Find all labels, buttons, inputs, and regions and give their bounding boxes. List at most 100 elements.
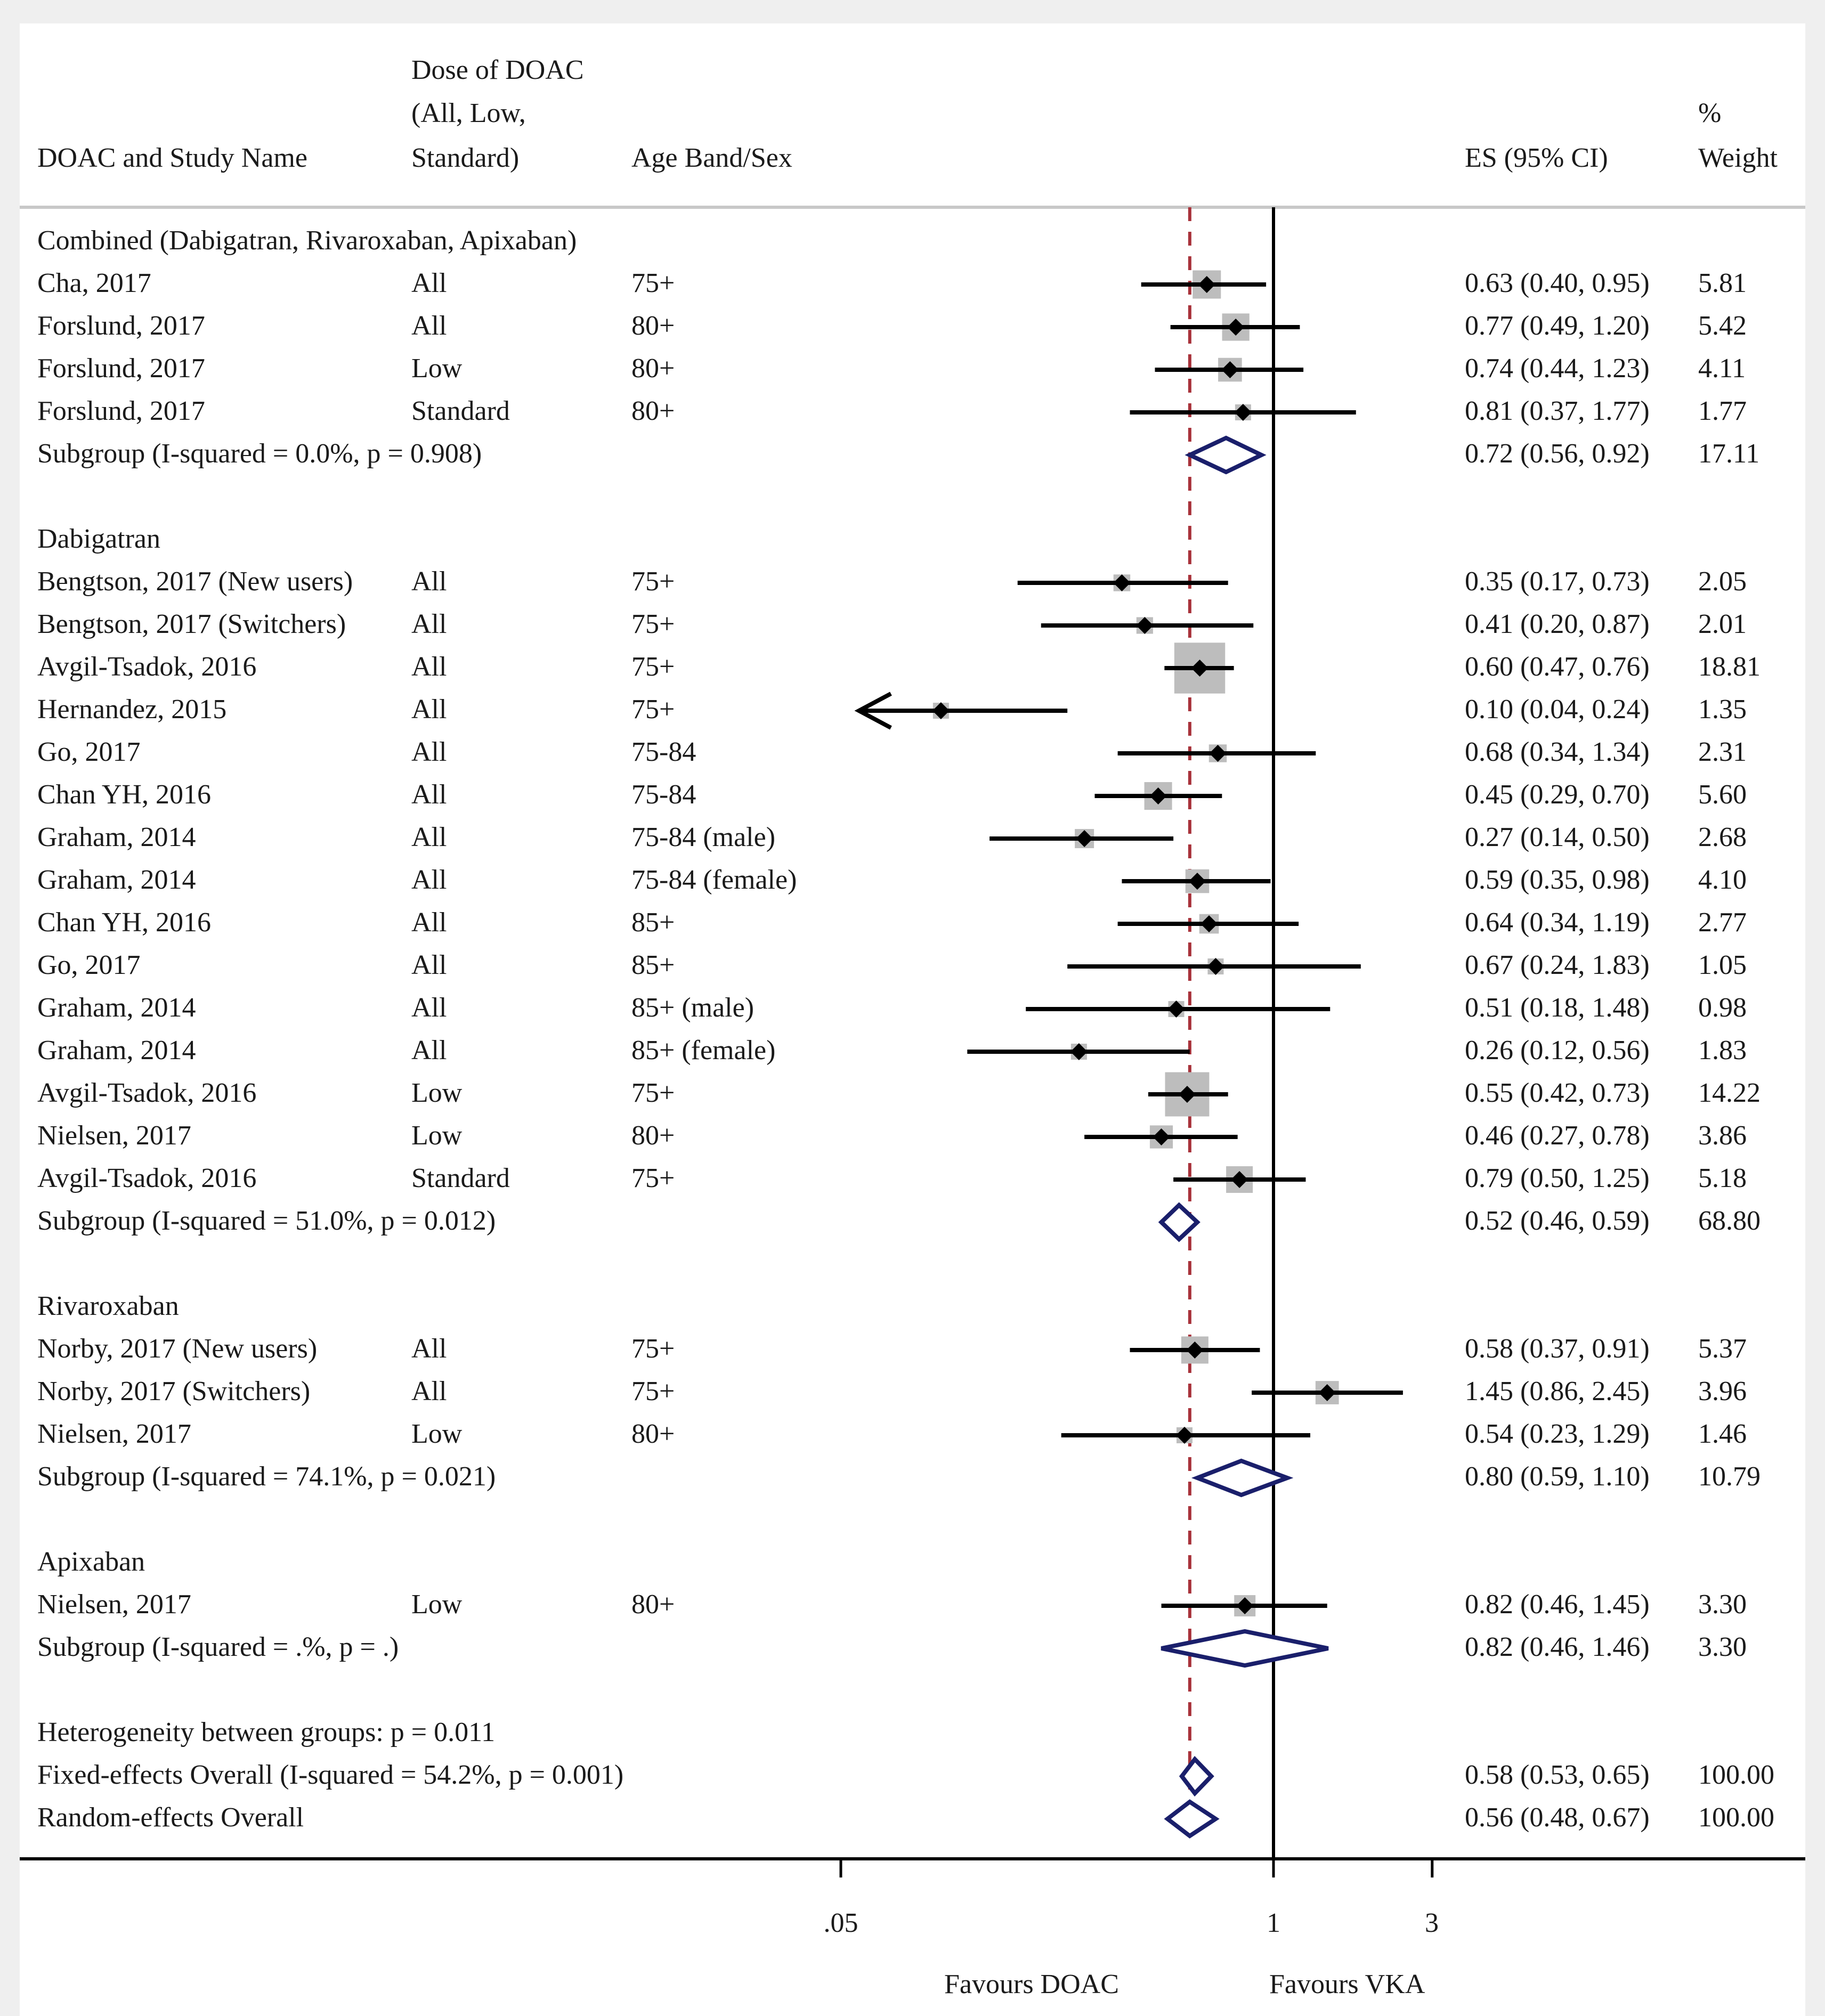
es-ci-value: 0.68 (0.34, 1.34) (1465, 737, 1650, 767)
study-dose: All (411, 694, 447, 725)
overall-label: Random-effects Overall (37, 1802, 304, 1833)
study-dose: All (411, 737, 447, 767)
es-ci-value: 0.56 (0.48, 0.67) (1465, 1802, 1650, 1833)
study-dose: All (411, 950, 447, 980)
x-tick-label-1: 1 (1267, 1908, 1280, 1938)
study-dose: All (411, 1035, 447, 1066)
subgroup-diamond (1191, 1458, 1294, 1498)
weight-value: 1.83 (1698, 1035, 1747, 1066)
point-estimate (1221, 361, 1239, 378)
study-dose: All (411, 1334, 447, 1364)
weight-value: 5.60 (1698, 779, 1747, 810)
subgroup-diamond (1158, 1202, 1201, 1242)
study-name: Chan YH, 2016 (37, 907, 211, 938)
study-age-band: 75-84 (631, 737, 696, 767)
weight-value: 3.30 (1698, 1589, 1747, 1620)
subgroup-label: Subgroup (I-squared = 0.0%, p = 0.908) (37, 438, 482, 469)
weight-value: 4.11 (1698, 353, 1746, 384)
study-dose: Low (411, 1589, 463, 1620)
header-dose-line1: Dose of DOAC (411, 55, 584, 85)
study-age-band: 75+ (631, 1334, 675, 1364)
ci-truncation-arrow (854, 692, 892, 730)
study-name: Bengtson, 2017 (New users) (37, 566, 353, 597)
study-name: Forslund, 2017 (37, 396, 205, 426)
study-age-band: 85+ (631, 907, 675, 938)
study-name: Avgil-Tsadok, 2016 (37, 652, 257, 682)
study-dose: All (411, 652, 447, 682)
weight-value: 2.01 (1698, 609, 1747, 639)
es-ci-value: 0.27 (0.14, 0.50) (1465, 822, 1650, 852)
study-name: Go, 2017 (37, 950, 141, 980)
study-age-band: 75+ (631, 1078, 675, 1108)
study-name: Chan YH, 2016 (37, 779, 211, 810)
weight-value: 4.10 (1698, 865, 1747, 895)
header-dose-line2: (All, Low, (411, 98, 526, 128)
point-estimate (1198, 276, 1215, 293)
es-ci-value: 0.80 (0.59, 1.10) (1465, 1461, 1650, 1492)
point-estimate (1149, 787, 1167, 804)
point-estimate (1178, 1086, 1196, 1103)
study-age-band: 80+ (631, 311, 675, 341)
favours-doac-label: Favours DOAC (944, 1969, 1119, 1999)
study-dose: All (411, 907, 447, 938)
es-ci-value: 0.74 (0.44, 1.23) (1465, 353, 1650, 384)
header-study: DOAC and Study Name (37, 143, 307, 173)
study-dose: All (411, 566, 447, 597)
weight-value: 2.31 (1698, 737, 1747, 767)
group-heading: Rivaroxaban (37, 1291, 179, 1321)
es-ci-value: 0.72 (0.56, 0.92) (1465, 438, 1650, 469)
study-age-band: 75-84 (631, 779, 696, 810)
study-name: Graham, 2014 (37, 1035, 196, 1066)
es-ci-value: 0.51 (0.18, 1.48) (1465, 993, 1650, 1023)
es-ci-value: 0.82 (0.46, 1.46) (1465, 1632, 1650, 1662)
es-ci-value: 0.63 (0.40, 0.95) (1465, 268, 1650, 298)
point-estimate (1188, 873, 1206, 890)
study-dose: All (411, 779, 447, 810)
study-name: Hernandez, 2015 (37, 694, 227, 725)
es-ci-value: 0.58 (0.53, 0.65) (1465, 1760, 1650, 1790)
study-name: Norby, 2017 (Switchers) (37, 1376, 311, 1407)
study-age-band: 75+ (631, 268, 675, 298)
study-name: Norby, 2017 (New users) (37, 1334, 318, 1364)
es-ci-value: 1.45 (0.86, 2.45) (1465, 1376, 1650, 1407)
es-ci-value: 0.59 (0.35, 0.98) (1465, 865, 1650, 895)
weight-value: 5.42 (1698, 311, 1747, 341)
study-dose: All (411, 1376, 447, 1407)
weight-value: 1.77 (1698, 396, 1747, 426)
es-ci-value: 0.55 (0.42, 0.73) (1465, 1078, 1650, 1108)
study-dose: Low (411, 1120, 463, 1151)
overall-diamond (1179, 1755, 1214, 1797)
point-estimate (1076, 830, 1093, 847)
study-dose: All (411, 268, 447, 298)
es-ci-value: 0.58 (0.37, 0.91) (1465, 1334, 1650, 1364)
study-name: Avgil-Tsadok, 2016 (37, 1163, 257, 1193)
header-es: ES (95% CI) (1465, 143, 1608, 173)
weight-value: 1.46 (1698, 1419, 1747, 1449)
es-ci-value: 0.41 (0.20, 0.87) (1465, 609, 1650, 639)
point-estimate (1186, 1342, 1204, 1359)
es-ci-value: 0.10 (0.04, 0.24) (1465, 694, 1650, 725)
point-estimate (1201, 915, 1218, 932)
study-dose: Standard (411, 1163, 510, 1193)
study-name: Graham, 2014 (37, 822, 196, 852)
study-dose: Low (411, 1078, 463, 1108)
study-name: Forslund, 2017 (37, 353, 205, 384)
es-ci-value: 0.35 (0.17, 0.73) (1465, 566, 1650, 597)
weight-value: 14.22 (1698, 1078, 1761, 1108)
weight-value: 2.68 (1698, 822, 1747, 852)
study-name: Go, 2017 (37, 737, 141, 767)
overall-label: Fixed-effects Overall (I-squared = 54.2%… (37, 1760, 624, 1790)
point-estimate (1153, 1128, 1170, 1145)
point-estimate (1234, 404, 1252, 421)
es-ci-value: 0.79 (0.50, 1.25) (1465, 1163, 1650, 1193)
point-estimate (1318, 1384, 1336, 1401)
study-dose: Low (411, 353, 463, 384)
weight-value: 2.77 (1698, 907, 1747, 938)
point-estimate (1136, 617, 1154, 634)
x-tick-label-0.05: .05 (823, 1908, 858, 1938)
point-estimate (932, 702, 950, 719)
es-ci-value: 0.46 (0.27, 0.78) (1465, 1120, 1650, 1151)
es-ci-value: 0.81 (0.37, 1.77) (1465, 396, 1650, 426)
study-age-band: 75+ (631, 652, 675, 682)
weight-value: 3.30 (1698, 1632, 1747, 1662)
